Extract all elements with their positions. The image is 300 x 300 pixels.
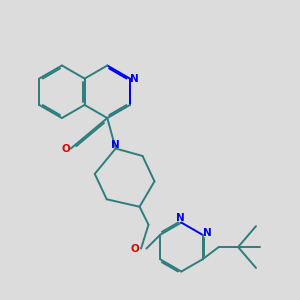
Text: N: N — [111, 140, 119, 150]
Text: O: O — [61, 143, 70, 154]
Text: N: N — [176, 213, 185, 224]
Text: N: N — [130, 74, 138, 84]
Text: N: N — [203, 228, 212, 238]
Text: O: O — [131, 244, 140, 254]
